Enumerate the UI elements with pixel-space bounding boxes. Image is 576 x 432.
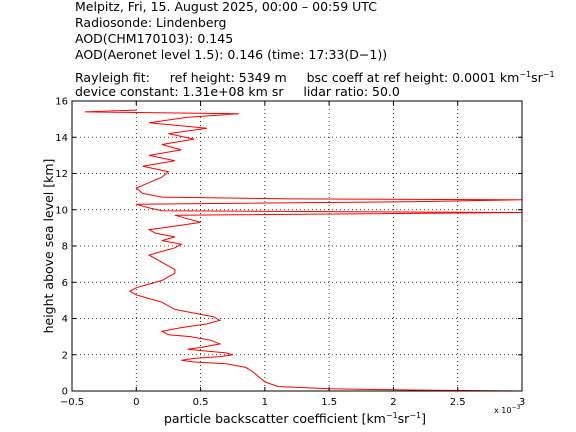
backscatter-profile-line: [84, 109, 523, 392]
y-tick-label: 12: [55, 169, 68, 180]
header-line-1: Melpitz, Fri, 15. August 2025, 00:00 – 0…: [75, 0, 377, 14]
x-tick-label: 0.5: [193, 397, 209, 408]
y-tick-label: 2: [62, 350, 68, 361]
y-tick-label: 0: [62, 387, 68, 398]
x-axis-label: particle backscatter coefficient [km−1sr…: [164, 411, 426, 426]
header-line-5: Rayleigh fit: ref height: 5349 m bsc coe…: [75, 68, 555, 85]
x-tick-label: 3: [519, 397, 525, 408]
y-tick-label: 16: [55, 97, 68, 108]
x-tick-label: 2.5: [450, 397, 466, 408]
x-tick-label: 0: [133, 397, 139, 408]
y-tick-label: 6: [62, 278, 68, 289]
y-tick-label: 8: [62, 242, 68, 253]
header-line-2: Radiosonde: Lindenberg: [75, 15, 227, 30]
grid: [72, 101, 522, 391]
x-tick-label: 1.5: [321, 397, 337, 408]
ref-height-text: ref height: 5349 m: [169, 70, 287, 86]
y-tick-label: 10: [55, 205, 68, 216]
rayleigh-fit-label: Rayleigh fit:: [75, 70, 150, 86]
y-tick-label: 4: [62, 314, 68, 325]
x-tick-label: 2: [390, 397, 396, 408]
header-line-6: device constant: 1.31e+08 km sr lidar ra…: [75, 85, 400, 99]
lidar-ratio-text: lidar ratio: 50.0: [303, 84, 400, 99]
x-tick-label: 1: [262, 397, 268, 408]
device-constant-text: device constant: 1.31e+08 km sr: [75, 84, 284, 99]
x-tick-label: −0.5: [60, 397, 84, 408]
y-tick-label: 14: [55, 133, 68, 144]
header-line-4: AOD(Aeronet level 1.5): 0.146 (time: 17:…: [75, 47, 388, 62]
bsc-coeff-text: bsc coeff at ref height: 0.0001 km−1sr−1: [306, 70, 555, 86]
header-line-3: AOD(CHM170103): 0.145: [75, 31, 234, 46]
y-axis-label: height above sea level [km]: [41, 159, 56, 334]
x-multiplier-label: x 10−3: [494, 404, 520, 415]
